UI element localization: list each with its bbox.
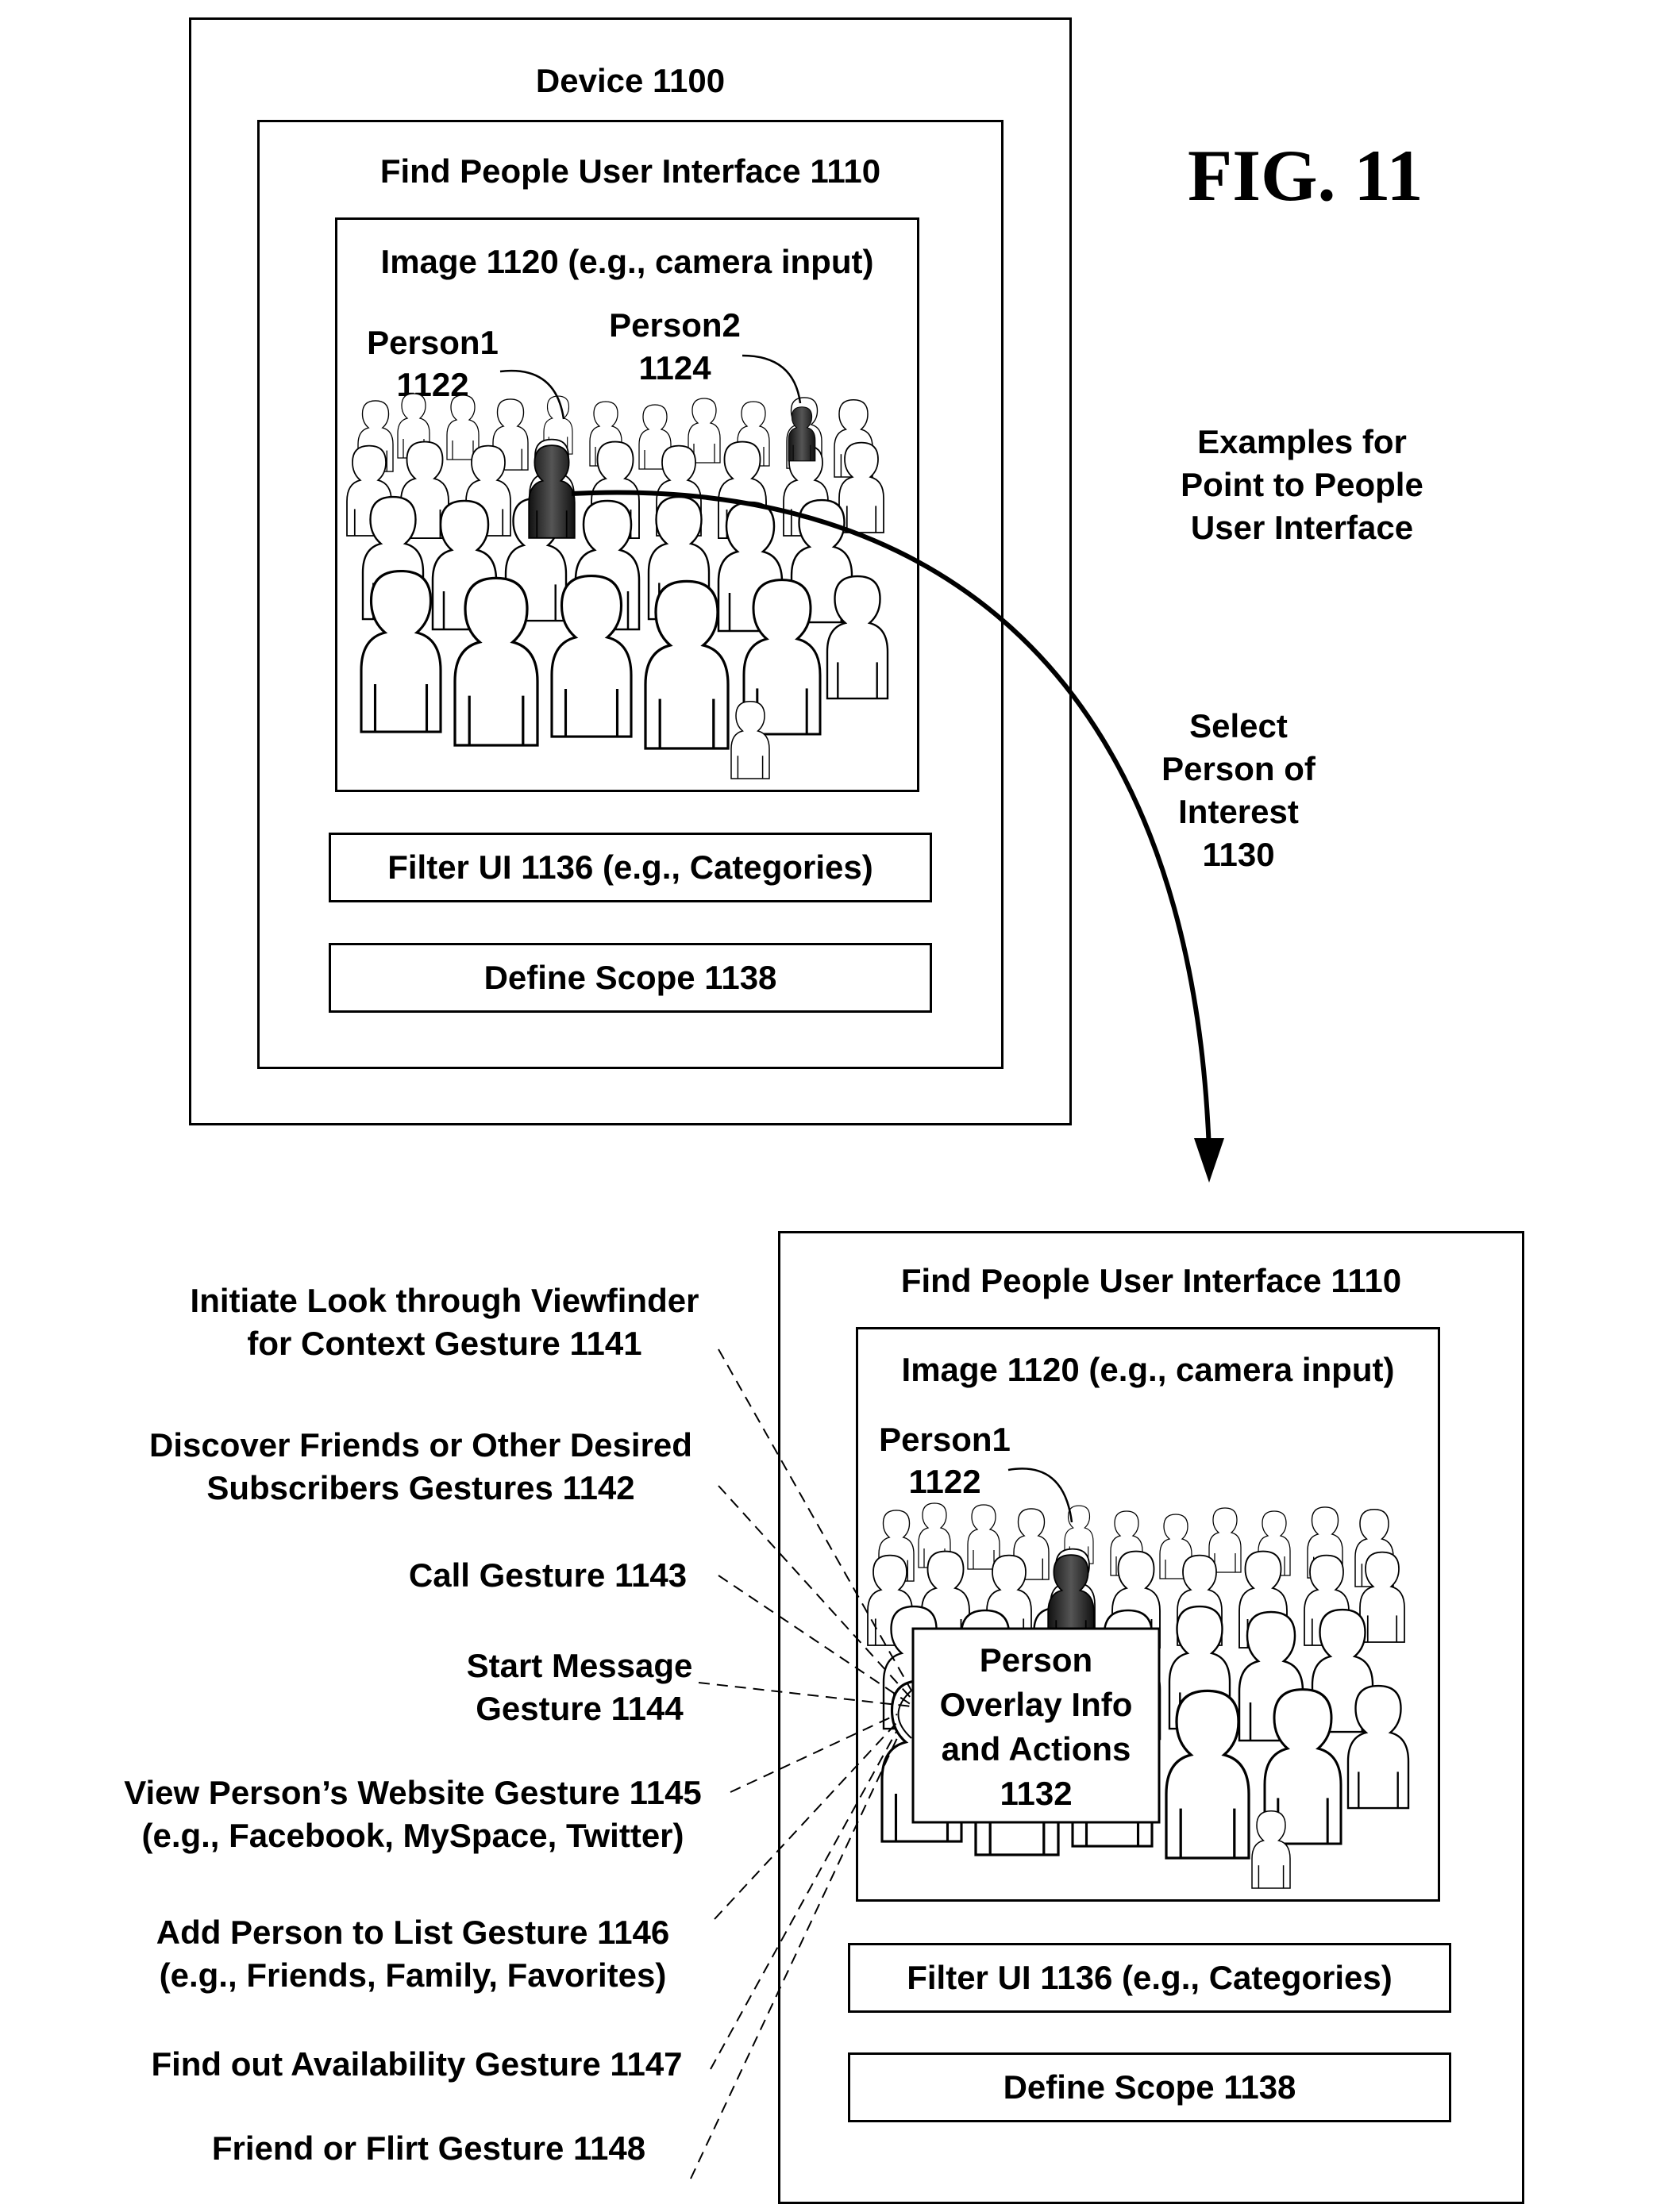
overlay-line-3: and Actions <box>913 1727 1159 1772</box>
gesture-1145-line2: (e.g., Facebook, MySpace, Twitter) <box>79 1814 746 1857</box>
gesture-1144-label: Start Message Gesture 1144 <box>421 1645 738 1730</box>
top-crowd-person-28 <box>361 571 441 733</box>
person2-leader-top <box>742 356 800 403</box>
bottom-crowd-person-33 <box>1348 1686 1408 1808</box>
overlay-line-4: 1132 <box>913 1772 1159 1816</box>
person1-highlight-top[interactable] <box>529 445 575 538</box>
gesture-1144-line1: Start Message <box>421 1645 738 1687</box>
gesture-1146-line1: Add Person to List Gesture 1146 <box>95 1911 730 1954</box>
top-crowd-person-3 <box>447 395 479 460</box>
gesture-1141-line2: for Context Gesture 1141 <box>127 1322 762 1365</box>
gesture-1148-label: Friend or Flirt Gesture 1148 <box>159 2127 699 2170</box>
gesture-1142-line2: Subscribers Gestures 1142 <box>95 1467 746 1510</box>
overlay-line-2: Overlay Info <box>913 1683 1159 1727</box>
gesture-1143-label: Call Gesture 1143 <box>373 1554 722 1597</box>
gesture-1148-line1: Friend or Flirt Gesture 1148 <box>159 2127 699 2170</box>
bottom-crowd-person-3 <box>968 1505 1000 1569</box>
gesture-1144-line2: Gesture 1144 <box>421 1687 738 1730</box>
top-crowd-person-30 <box>552 576 631 737</box>
bottom-crowd-person-31 <box>1166 1691 1249 1858</box>
crowd-illustration-top <box>347 394 888 779</box>
gesture-1147-line1: Find out Availability Gesture 1147 <box>103 2043 730 2086</box>
top-crowd-person-33 <box>827 576 888 698</box>
top-crowd-person-34 <box>731 702 769 779</box>
bottom-crowd-person-20 <box>1360 1552 1404 1642</box>
top-crowd-person-31 <box>645 581 728 748</box>
select-person-arrow-head <box>1194 1138 1224 1183</box>
gesture-1142-label: Discover Friends or Other Desired Subscr… <box>95 1424 746 1510</box>
bottom-crowd-person-34 <box>1252 1811 1290 1888</box>
top-crowd-person-29 <box>455 578 537 745</box>
person2-highlight-top[interactable] <box>788 407 815 461</box>
gesture-1145-label: View Person’s Website Gesture 1145 (e.g.… <box>79 1772 746 1857</box>
gesture-1145-line1: View Person’s Website Gesture 1145 <box>79 1772 746 1814</box>
person-overlay-text: Person Overlay Info and Actions 1132 <box>913 1638 1159 1816</box>
gesture-1142-line1: Discover Friends or Other Desired <box>95 1424 746 1467</box>
gesture-1146-label: Add Person to List Gesture 1146 (e.g., F… <box>95 1911 730 1997</box>
gesture-1147-label: Find out Availability Gesture 1147 <box>103 2043 730 2086</box>
overlay-line-1: Person <box>913 1638 1159 1683</box>
gesture-1143-line1: Call Gesture 1143 <box>373 1554 722 1597</box>
gesture-1146-line2: (e.g., Friends, Family, Favorites) <box>95 1954 730 1997</box>
top-crowd-person-20 <box>839 443 884 533</box>
gesture-1141-label: Initiate Look through Viewfinder for Con… <box>127 1279 762 1365</box>
gesture-1141-line1: Initiate Look through Viewfinder <box>127 1279 762 1322</box>
